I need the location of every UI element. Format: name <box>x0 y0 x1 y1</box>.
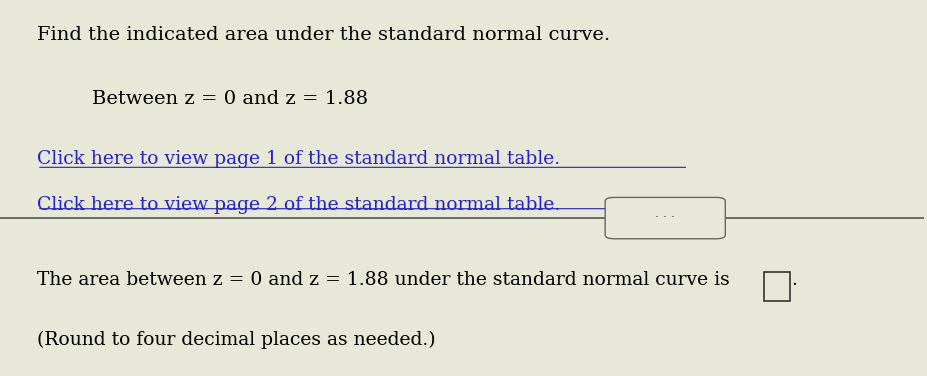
Text: Click here to view page 2 of the standard normal table.: Click here to view page 2 of the standar… <box>37 196 560 214</box>
Text: (Round to four decimal places as needed.): (Round to four decimal places as needed.… <box>37 331 436 349</box>
Text: Between z = 0 and z = 1.88: Between z = 0 and z = 1.88 <box>93 90 369 108</box>
Text: · · ·: · · · <box>655 211 675 224</box>
Text: Find the indicated area under the standard normal curve.: Find the indicated area under the standa… <box>37 26 610 44</box>
Text: .: . <box>791 271 797 289</box>
FancyBboxPatch shape <box>764 272 790 301</box>
Text: The area between z = 0 and z = 1.88 under the standard normal curve is: The area between z = 0 and z = 1.88 unde… <box>37 271 730 289</box>
FancyBboxPatch shape <box>605 197 725 239</box>
Text: Click here to view page 1 of the standard normal table.: Click here to view page 1 of the standar… <box>37 150 560 168</box>
